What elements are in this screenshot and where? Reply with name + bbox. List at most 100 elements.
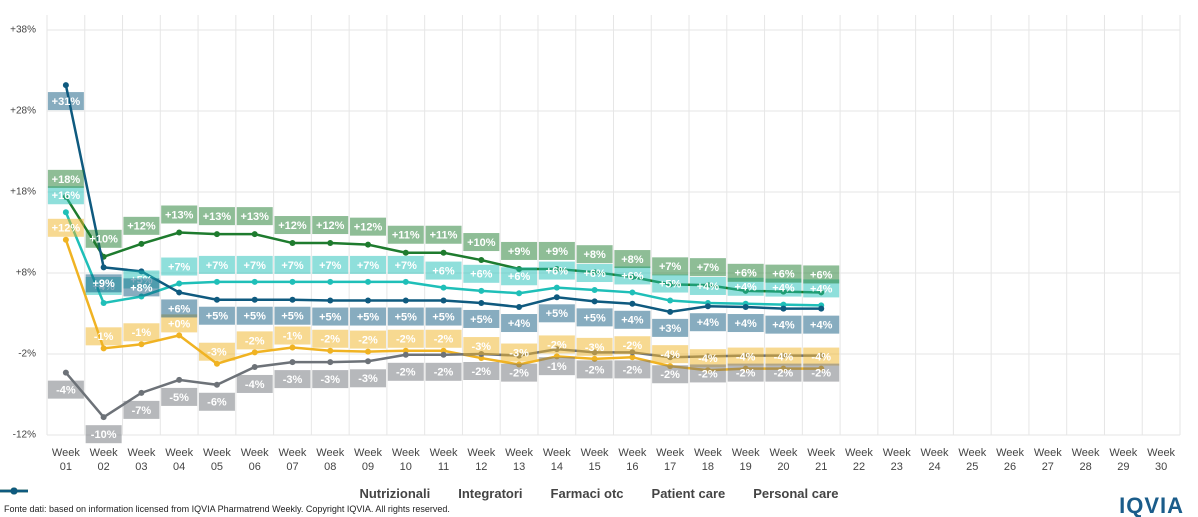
x-tick-label: Week 26 — [996, 447, 1024, 473]
label-box — [198, 207, 235, 226]
label-box — [803, 279, 840, 298]
data-label: -2% — [472, 366, 492, 378]
data-label: +6% — [432, 265, 455, 277]
data-label: -7% — [132, 405, 152, 417]
data-label: +13% — [240, 211, 269, 223]
x-tick-label: Week 03 — [127, 447, 156, 473]
y-tick-label: +28% — [10, 106, 36, 117]
x-tick-label: Week 05 — [202, 447, 231, 473]
data-label: +4% — [735, 282, 758, 294]
x-tick-label: Week 06 — [240, 447, 269, 473]
point — [176, 376, 183, 383]
label-box — [123, 323, 160, 342]
label-box — [803, 363, 840, 382]
label-box — [803, 347, 840, 366]
point — [138, 240, 145, 247]
label-box — [198, 392, 235, 411]
point — [629, 289, 636, 296]
point — [289, 344, 296, 351]
point — [327, 278, 334, 285]
label-box — [765, 315, 802, 334]
data-label: -2% — [396, 334, 416, 346]
point — [516, 304, 523, 311]
data-label: -10% — [91, 429, 117, 441]
label-box — [689, 258, 726, 277]
data-label: +7% — [281, 260, 304, 272]
point — [251, 231, 258, 238]
legend-item: Integratori — [0, 486, 523, 501]
data-label: -3% — [320, 374, 340, 386]
label-box — [614, 360, 651, 379]
label-box — [538, 261, 575, 280]
label-box — [652, 345, 689, 364]
legend-item: Patient care — [0, 486, 726, 501]
legend: Nutrizionali Integratori Farmaci otc Patien… — [0, 486, 1198, 501]
point — [553, 284, 560, 291]
data-label: +0% — [168, 318, 191, 330]
data-label: +4% — [810, 283, 833, 295]
y-tick-label: +38% — [10, 25, 36, 36]
label-box — [727, 314, 764, 333]
label-box — [501, 314, 538, 333]
point — [478, 299, 485, 306]
x-tick-label: Week 09 — [354, 447, 382, 473]
point — [742, 304, 749, 311]
x-tick-label: Week 18 — [693, 447, 722, 473]
label-box — [538, 335, 575, 354]
data-label: +5% — [395, 311, 418, 323]
data-label: -2% — [698, 368, 718, 380]
data-label: +8% — [621, 254, 644, 266]
x-tick-label: Week 28 — [1071, 447, 1100, 473]
point — [213, 278, 220, 285]
label-box — [123, 400, 160, 419]
point — [251, 349, 258, 356]
data-label: -2% — [660, 369, 680, 381]
label-box — [161, 314, 198, 333]
data-label: +13% — [203, 211, 232, 223]
x-tick-label: Week 07 — [278, 447, 307, 473]
point — [327, 240, 334, 247]
data-label: +7% — [659, 261, 682, 273]
label-box — [803, 315, 840, 334]
point — [251, 278, 258, 285]
label-box — [803, 265, 840, 284]
data-label: +16% — [52, 190, 81, 202]
point — [365, 348, 372, 355]
point — [213, 296, 220, 303]
label-box — [387, 362, 424, 381]
data-label: -4% — [811, 351, 831, 363]
label-box — [47, 218, 84, 237]
x-tick-label: Week 15 — [580, 447, 609, 473]
point — [176, 289, 183, 296]
label-box — [727, 263, 764, 282]
x-tick-label: Week 04 — [165, 447, 194, 473]
data-label: +11% — [392, 230, 420, 242]
data-label: +5% — [206, 311, 229, 323]
data-label: +4% — [508, 318, 531, 330]
x-tick-label: Week 10 — [391, 447, 420, 473]
data-label: +6% — [621, 270, 644, 282]
point — [289, 296, 296, 303]
data-label: +6% — [470, 269, 493, 281]
x-tick-label: Week 17 — [656, 447, 685, 473]
legend-label: Patient care — [651, 486, 726, 501]
label-box — [614, 250, 651, 269]
point — [100, 264, 107, 271]
data-label: -2% — [358, 334, 378, 346]
data-label: +18% — [52, 174, 81, 186]
legend-item: Farmaci otc — [0, 486, 624, 501]
data-label: -6% — [207, 397, 227, 409]
data-label: -5% — [169, 392, 189, 404]
data-label: +5% — [583, 312, 606, 324]
point — [629, 354, 636, 361]
label-box — [614, 336, 651, 355]
point — [138, 389, 145, 396]
data-label: -2% — [774, 368, 794, 380]
data-label: -1% — [94, 331, 114, 343]
data-label: +5% — [319, 311, 342, 323]
point — [100, 414, 107, 421]
label-box — [614, 266, 651, 285]
point — [365, 241, 372, 248]
point — [289, 278, 296, 285]
